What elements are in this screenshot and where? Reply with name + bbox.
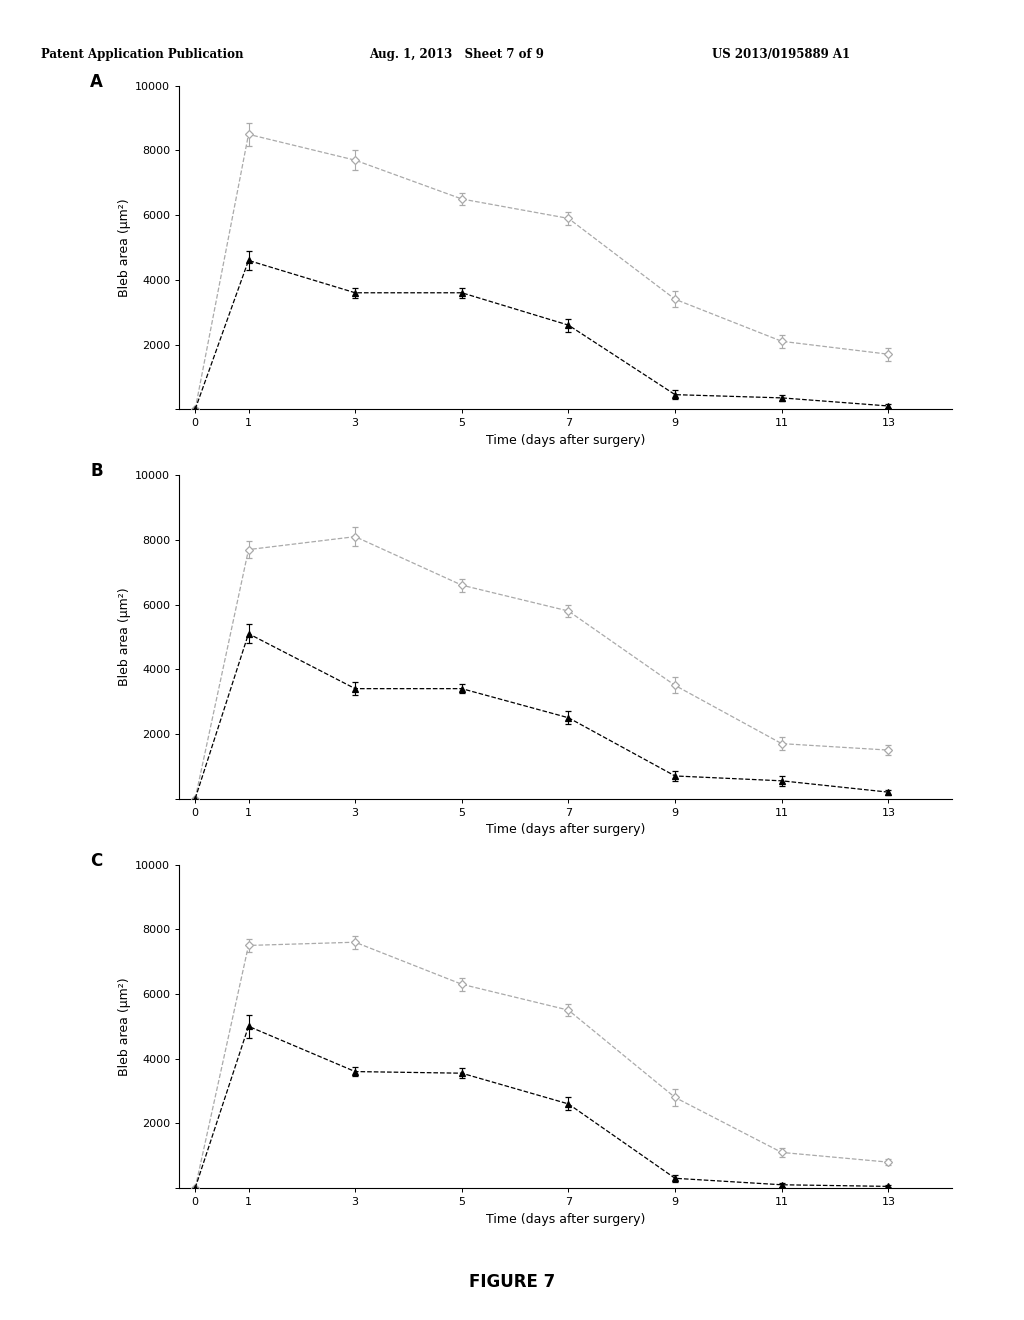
Text: US 2013/0195889 A1: US 2013/0195889 A1 bbox=[712, 48, 850, 61]
Y-axis label: Bleb area (μm²): Bleb area (μm²) bbox=[118, 198, 131, 297]
Y-axis label: Bleb area (μm²): Bleb area (μm²) bbox=[118, 977, 131, 1076]
Y-axis label: Bleb area (μm²): Bleb area (μm²) bbox=[118, 587, 131, 686]
X-axis label: Time (days after surgery): Time (days after surgery) bbox=[486, 1213, 645, 1225]
Text: A: A bbox=[90, 73, 103, 91]
X-axis label: Time (days after surgery): Time (days after surgery) bbox=[486, 824, 645, 836]
Text: Patent Application Publication: Patent Application Publication bbox=[41, 48, 244, 61]
X-axis label: Time (days after surgery): Time (days after surgery) bbox=[486, 434, 645, 446]
Text: B: B bbox=[90, 462, 103, 480]
Text: Aug. 1, 2013   Sheet 7 of 9: Aug. 1, 2013 Sheet 7 of 9 bbox=[369, 48, 544, 61]
Text: FIGURE 7: FIGURE 7 bbox=[469, 1272, 555, 1291]
Text: C: C bbox=[90, 851, 102, 870]
